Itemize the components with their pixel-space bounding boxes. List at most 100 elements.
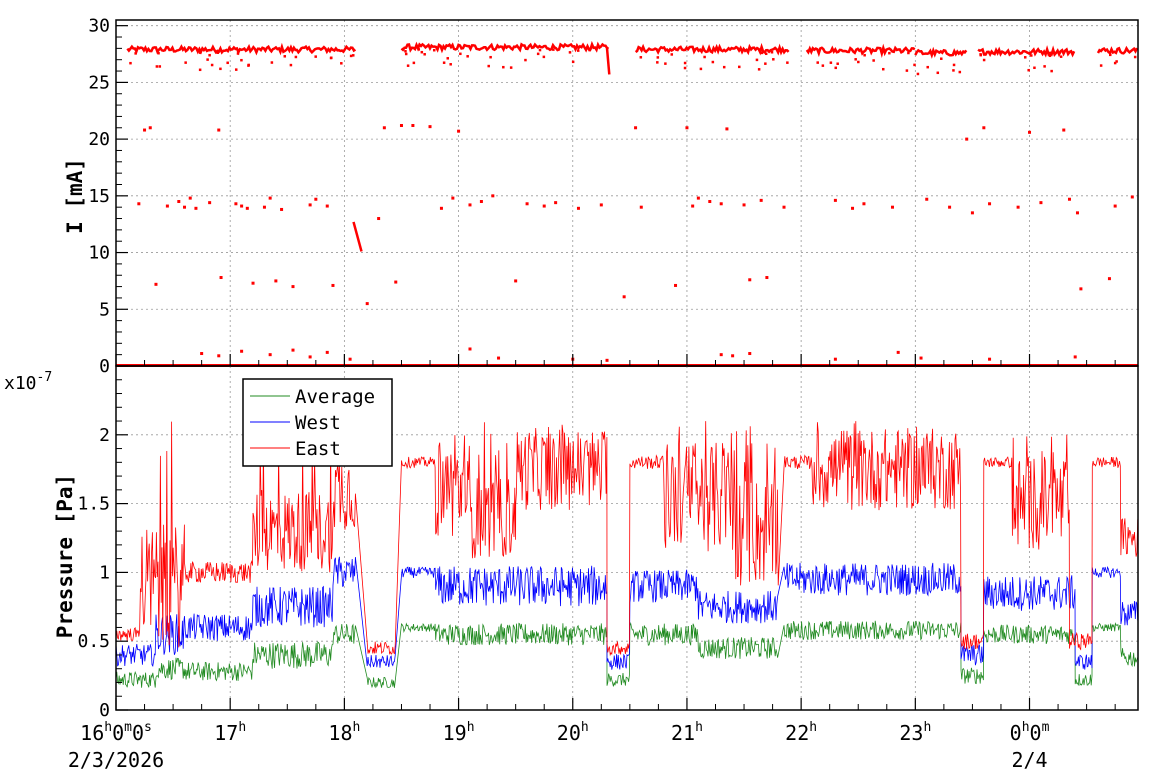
current-band-point	[1115, 60, 1118, 63]
current-band-point	[821, 64, 825, 67]
current-band-point	[352, 54, 355, 57]
y-tick-label: 30	[88, 16, 110, 37]
current-band-point	[916, 72, 920, 76]
x-tick-label: 17h	[214, 720, 246, 745]
current-point	[308, 203, 312, 207]
current-point	[1062, 128, 1066, 132]
current-band-point	[588, 48, 591, 52]
current-band-point	[764, 62, 767, 65]
current-point	[948, 205, 952, 209]
current-point	[240, 204, 244, 208]
current-band-point	[757, 68, 761, 71]
x-tick-label: 22h	[785, 720, 817, 745]
current-point	[308, 355, 312, 359]
current-band-point	[420, 50, 424, 54]
current-point	[399, 124, 403, 128]
current-point	[748, 278, 752, 282]
current-point	[719, 353, 723, 357]
current-band-point	[340, 62, 343, 65]
current-band-point	[329, 56, 333, 60]
current-point	[576, 206, 580, 210]
current-point	[965, 137, 969, 141]
current-band-point	[210, 63, 214, 67]
current-band-point	[442, 61, 446, 64]
current-point	[1039, 201, 1043, 205]
current-band-point	[404, 52, 408, 56]
current-band-point	[936, 71, 940, 75]
current-band-point	[206, 58, 209, 61]
current-band-point	[158, 65, 162, 68]
current-band-point	[863, 53, 866, 57]
current-band-point	[459, 52, 462, 56]
current-band-point	[1028, 52, 1031, 55]
current-band-point	[314, 55, 317, 58]
current-band-point	[952, 69, 955, 72]
current-point	[599, 203, 603, 207]
current-band-point	[524, 58, 527, 62]
current-point	[208, 201, 212, 205]
current-point	[1016, 205, 1020, 209]
current-point	[765, 276, 769, 280]
current-point	[291, 348, 295, 352]
y-tick-label: 0	[99, 356, 110, 377]
current-band-point	[446, 57, 450, 60]
current-y-axis-title: I [mA]	[63, 158, 87, 234]
current-point	[1067, 197, 1071, 201]
current-band-point	[226, 61, 229, 65]
y-tick-label: 1.5	[77, 494, 110, 515]
x-date-label: 2/4	[1011, 748, 1047, 772]
current-band-point	[703, 55, 706, 59]
current-band	[634, 42, 790, 56]
time-axis-ticks	[115, 354, 1116, 710]
current-ramp	[352, 221, 363, 252]
current-point	[685, 126, 689, 130]
current-point	[457, 129, 461, 133]
time-axis-labels: 16h0m0s 17h 18h 19h 20h 21h 22h 23h 0h0m 2/3/2026…	[68, 720, 1050, 772]
current-band-point	[940, 57, 943, 60]
current-band-point	[1109, 53, 1112, 57]
current-point	[759, 198, 763, 202]
current-point	[925, 197, 929, 201]
current-point	[251, 281, 255, 285]
current-point	[674, 283, 678, 287]
current-band-point	[872, 59, 875, 62]
pressure-panel: 0 0.5 1 1.5 2 Pressure [Pa] x10-7 Average Wes…	[4, 365, 1139, 721]
legend-label-east: East	[295, 438, 341, 460]
current-point	[982, 126, 986, 130]
current-band-point	[764, 52, 768, 56]
current-point	[325, 350, 329, 354]
current-point	[451, 196, 455, 200]
current-band-point	[816, 61, 819, 64]
current-band-point	[294, 55, 298, 59]
current-point	[365, 302, 369, 306]
current-point	[554, 201, 558, 205]
current-band-point	[670, 53, 674, 56]
current-band-point	[958, 70, 962, 74]
current-point	[479, 200, 483, 204]
current-point	[274, 279, 278, 283]
current-band-point	[404, 49, 407, 53]
current-point	[217, 128, 221, 132]
current-point	[622, 295, 626, 299]
current-point	[188, 196, 192, 200]
current-band-point	[656, 61, 659, 64]
current-point	[497, 356, 501, 360]
current-point	[988, 202, 992, 206]
current-band-point	[240, 58, 243, 62]
current-point	[514, 279, 518, 283]
current-point	[988, 357, 992, 361]
current-point	[896, 350, 900, 354]
current-point	[725, 127, 729, 131]
pressure-line-east	[115, 421, 1139, 657]
current-point	[217, 354, 221, 358]
current-band-point	[857, 60, 860, 64]
current-point	[1113, 204, 1117, 208]
current-band	[400, 40, 610, 54]
current-point	[439, 206, 443, 210]
x-tick-label: 18h	[328, 720, 360, 745]
current-point	[468, 347, 472, 351]
current-band-point	[199, 51, 202, 54]
legend-label-west: West	[295, 412, 341, 434]
y-tick-label: 20	[88, 129, 110, 150]
current-band-point	[542, 55, 546, 59]
